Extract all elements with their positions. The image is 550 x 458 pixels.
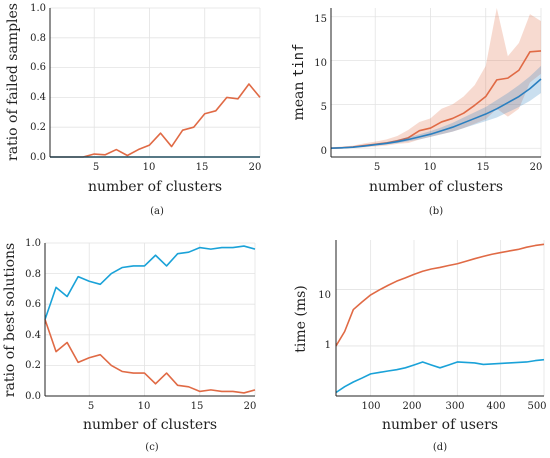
- panel-a-xtick-10: 10: [143, 162, 156, 173]
- panel-c-ytick-0: 0.0: [25, 391, 41, 402]
- panel-d-ylabel: time (ms): [293, 285, 309, 353]
- panel-c-ytick-4: 0.8: [25, 269, 41, 280]
- panel-d-xlabel: number of users: [382, 417, 498, 433]
- panel-b-ylabel-code: tinf: [291, 43, 307, 77]
- panel-b-x-ticks: 5 10 15 20: [374, 162, 543, 173]
- panel-d-series: [335, 243, 545, 394]
- panel-b-ylabel-prefix: mean: [291, 77, 307, 120]
- panel-c-xtick-20: 20: [244, 401, 257, 412]
- panel-c-series-0-line: [44, 245, 256, 320]
- panel-a-ytick-1: 0.2: [30, 122, 46, 133]
- panel-d-ytick-10: 10: [318, 290, 331, 301]
- panel-c-xtick-10: 10: [138, 401, 151, 412]
- panel-d-caption: (d): [433, 442, 447, 453]
- panel-d-x-ticks: 100 200 300 400 500: [361, 401, 546, 412]
- panel-a-xlabel: number of clusters: [88, 179, 222, 195]
- panel-b-xlabel: number of clusters: [369, 179, 503, 195]
- panel-a-xtick-20: 20: [249, 162, 262, 173]
- panel-a-series: [50, 83, 261, 158]
- panel-c-ytick-3: 0.6: [25, 299, 41, 310]
- panel-c-xlabel: number of clusters: [83, 417, 217, 433]
- panel-d: 100 200 300 400 500 1 10 number of users…: [293, 240, 547, 453]
- panel-d-xtick-500: 500: [527, 401, 546, 412]
- panel-c-ytick-1: 0.2: [25, 360, 41, 371]
- panel-a-xtick-5: 5: [93, 162, 99, 173]
- panel-a-ytick-2: 0.4: [30, 92, 46, 103]
- panel-c-ytick-2: 0.4: [25, 330, 41, 341]
- panel-b-ytick-0: 0: [321, 146, 327, 157]
- panel-d-ytick-1: 1: [325, 340, 331, 351]
- panel-a-ytick-5: 1.0: [30, 3, 46, 14]
- panel-b-xtick-5: 5: [374, 162, 380, 173]
- panel-c-caption: (c): [145, 442, 159, 453]
- panel-c-ylabel: ratio of best solutions: [2, 243, 18, 397]
- panel-b-xtick-20: 20: [530, 162, 543, 173]
- panel-c-xtick-5: 5: [88, 401, 94, 412]
- panel-a-xtick-15: 15: [196, 162, 209, 173]
- panel-c-grid: [45, 242, 256, 397]
- panel-d-series-1-line: [335, 358, 545, 394]
- panel-a-caption: (a): [150, 206, 164, 217]
- panel-c-xtick-15: 15: [191, 401, 204, 412]
- panel-b-series-1-line: [330, 78, 542, 150]
- panel-b-series-0-band: [331, 8, 541, 149]
- panel-b-ytick-1: 5: [321, 102, 327, 113]
- panel-a: 5 10 15 20 0.0 0.2 0.4 0.6 0.8 1.0 numbe…: [5, 3, 261, 217]
- panel-a-grid: [50, 7, 261, 158]
- panel-b-xtick-10: 10: [424, 162, 437, 173]
- panel-c-ytick-5: 1.0: [25, 238, 41, 249]
- panel-b-series: [330, 8, 542, 150]
- panel-a-ytick-3: 0.6: [30, 62, 46, 73]
- panel-d-xtick-100: 100: [361, 401, 380, 412]
- panel-c-x-ticks: 5 10 15 20: [88, 401, 257, 412]
- panel-a-ylabel: ratio of failed samples: [5, 3, 21, 161]
- panel-c: 5 10 15 20 0.0 0.2 0.4 0.6 0.8 1.0 numbe…: [2, 238, 256, 453]
- panel-d-xtick-200: 200: [402, 401, 421, 412]
- panel-c-series-1-line: [44, 319, 256, 394]
- panel-d-y-ticks: 1 10: [318, 290, 331, 351]
- panel-b-ytick-2: 10: [314, 58, 327, 69]
- panel-a-ytick-0: 0.0: [30, 152, 46, 163]
- panel-a-x-ticks: 5 10 15 20: [93, 162, 262, 173]
- panel-b-ytick-3: 15: [314, 14, 327, 25]
- panel-a-ytick-4: 0.8: [30, 33, 46, 44]
- panel-d-xtick-400: 400: [486, 401, 505, 412]
- panel-b-grid: [331, 8, 542, 157]
- panel-c-y-ticks: 0.0 0.2 0.4 0.6 0.8 1.0: [25, 238, 41, 402]
- panel-b-y-ticks: 0 5 10 15: [314, 14, 327, 157]
- panel-b-xtick-15: 15: [477, 162, 490, 173]
- panel-d-grid: [336, 240, 545, 396]
- panel-c-series: [44, 245, 256, 394]
- panel-b-caption: (b): [429, 206, 443, 217]
- panel-a-series-0-line: [50, 83, 261, 158]
- panel-d-xtick-300: 300: [445, 401, 464, 412]
- panel-d-series-0-line: [335, 243, 545, 347]
- panel-b: 5 10 15 20 0 5 10 15 number of clusters …: [291, 8, 542, 217]
- panel-b-ylabel: mean tinf: [291, 43, 307, 120]
- panel-a-y-ticks: 0.0 0.2 0.4 0.6 0.8 1.0: [30, 3, 46, 163]
